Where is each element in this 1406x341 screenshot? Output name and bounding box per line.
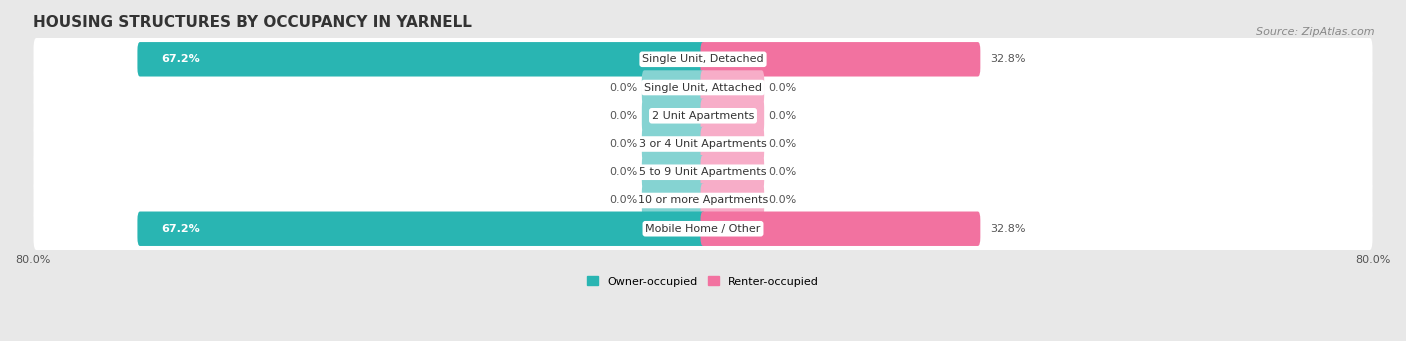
- Legend: Owner-occupied, Renter-occupied: Owner-occupied, Renter-occupied: [582, 272, 824, 291]
- Text: 0.0%: 0.0%: [768, 195, 797, 206]
- FancyBboxPatch shape: [34, 66, 1372, 109]
- Text: Single Unit, Detached: Single Unit, Detached: [643, 54, 763, 64]
- FancyBboxPatch shape: [700, 183, 765, 218]
- Text: 0.0%: 0.0%: [609, 167, 638, 177]
- Text: 0.0%: 0.0%: [609, 139, 638, 149]
- FancyBboxPatch shape: [641, 155, 706, 190]
- Text: 0.0%: 0.0%: [768, 83, 797, 92]
- FancyBboxPatch shape: [34, 38, 1372, 81]
- FancyBboxPatch shape: [34, 150, 1372, 194]
- Text: 0.0%: 0.0%: [768, 111, 797, 121]
- FancyBboxPatch shape: [641, 127, 706, 161]
- Text: 0.0%: 0.0%: [609, 195, 638, 206]
- Text: 32.8%: 32.8%: [990, 54, 1026, 64]
- FancyBboxPatch shape: [700, 155, 765, 190]
- FancyBboxPatch shape: [34, 122, 1372, 166]
- Text: 0.0%: 0.0%: [609, 111, 638, 121]
- FancyBboxPatch shape: [641, 99, 706, 133]
- FancyBboxPatch shape: [34, 207, 1372, 251]
- Text: 67.2%: 67.2%: [160, 54, 200, 64]
- FancyBboxPatch shape: [700, 127, 765, 161]
- Text: HOUSING STRUCTURES BY OCCUPANCY IN YARNELL: HOUSING STRUCTURES BY OCCUPANCY IN YARNE…: [32, 15, 471, 30]
- FancyBboxPatch shape: [700, 99, 765, 133]
- FancyBboxPatch shape: [700, 42, 980, 76]
- FancyBboxPatch shape: [700, 70, 765, 105]
- Text: 0.0%: 0.0%: [609, 83, 638, 92]
- FancyBboxPatch shape: [641, 183, 706, 218]
- Text: 2 Unit Apartments: 2 Unit Apartments: [652, 111, 754, 121]
- Text: 67.2%: 67.2%: [160, 224, 200, 234]
- FancyBboxPatch shape: [641, 70, 706, 105]
- Text: 10 or more Apartments: 10 or more Apartments: [638, 195, 768, 206]
- FancyBboxPatch shape: [138, 211, 706, 246]
- Text: 32.8%: 32.8%: [990, 224, 1026, 234]
- FancyBboxPatch shape: [138, 42, 706, 76]
- Text: 0.0%: 0.0%: [768, 167, 797, 177]
- Text: Source: ZipAtlas.com: Source: ZipAtlas.com: [1257, 27, 1375, 37]
- Text: Mobile Home / Other: Mobile Home / Other: [645, 224, 761, 234]
- Text: 5 to 9 Unit Apartments: 5 to 9 Unit Apartments: [640, 167, 766, 177]
- Text: 0.0%: 0.0%: [768, 139, 797, 149]
- FancyBboxPatch shape: [34, 179, 1372, 222]
- Text: Single Unit, Attached: Single Unit, Attached: [644, 83, 762, 92]
- FancyBboxPatch shape: [34, 94, 1372, 137]
- Text: 3 or 4 Unit Apartments: 3 or 4 Unit Apartments: [640, 139, 766, 149]
- FancyBboxPatch shape: [700, 211, 980, 246]
